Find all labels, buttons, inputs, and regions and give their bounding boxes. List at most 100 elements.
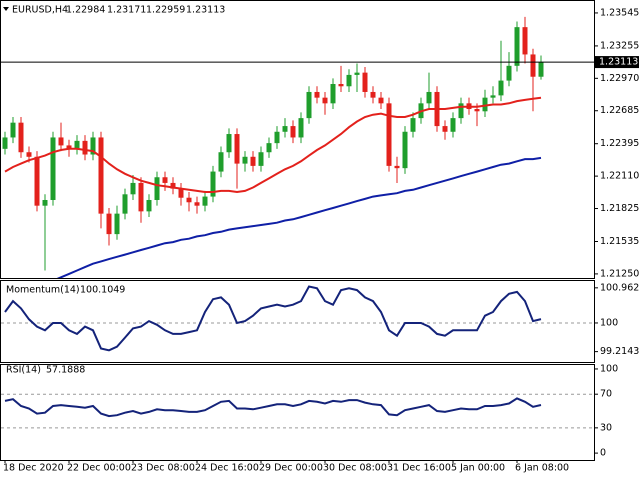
- candle-body: [458, 103, 464, 119]
- candle-body: [490, 95, 496, 98]
- rsi-panel: [0, 364, 595, 461]
- current-price-label: 1.23113: [599, 57, 638, 68]
- rsi-value: 57.1888: [46, 365, 85, 376]
- candle-body: [58, 137, 64, 146]
- candle-body: [242, 156, 248, 164]
- close-value: 1.23113: [186, 5, 225, 16]
- candle-body: [234, 134, 240, 164]
- y-tick-label: 70: [600, 389, 612, 400]
- candle-body: [146, 199, 152, 212]
- candle-body: [250, 156, 256, 166]
- candle-body: [50, 137, 56, 200]
- candle-body: [298, 118, 304, 138]
- x-tick-label: 24 Dec 16:00: [195, 463, 259, 474]
- candle-body: [538, 62, 544, 77]
- candle-body: [410, 118, 416, 132]
- candle-body: [394, 165, 400, 169]
- y-tick-label: 1.22685: [600, 105, 639, 116]
- candle-body: [2, 137, 8, 149]
- candle-body: [194, 202, 200, 206]
- indicator-line: [4, 397, 542, 418]
- y-tick-label: 1.23255: [600, 40, 639, 51]
- y-tick-label: 0: [600, 448, 606, 459]
- candle-body: [154, 177, 160, 200]
- candle-body: [442, 126, 448, 132]
- x-tick-label: 6 Jan 08:00: [515, 463, 569, 474]
- menu-arrow: [3, 7, 9, 11]
- candle-body: [378, 97, 384, 104]
- x-tick-label: 18 Dec 2020: [3, 463, 64, 474]
- y-tick-label: 30: [600, 422, 612, 433]
- candle-body: [66, 145, 72, 149]
- x-tick-label: 30 Dec 08:00: [323, 463, 387, 474]
- candle-body: [498, 80, 504, 96]
- y-tick-label: 99.2143: [600, 346, 639, 357]
- candle-body: [90, 137, 96, 155]
- candle-body: [42, 199, 48, 206]
- momentum-panel: [0, 280, 595, 363]
- candle-body: [202, 196, 208, 206]
- candle-body: [346, 74, 352, 87]
- y-tick-label: 1.21535: [600, 236, 639, 247]
- candle-body: [106, 213, 112, 235]
- y-tick-label: 1.23545: [600, 7, 639, 18]
- high-value: 1.23171: [107, 5, 146, 16]
- open-value: 1.22984: [66, 5, 105, 16]
- rsi-name: RSI(14): [6, 365, 41, 376]
- candle-body: [10, 122, 16, 138]
- low-value: 1.22959: [146, 5, 185, 16]
- candle-body: [362, 72, 368, 92]
- candle-body: [274, 131, 280, 144]
- candle-body: [450, 118, 456, 132]
- momentum-name: Momentum(14): [6, 285, 80, 296]
- candle-body: [370, 91, 376, 98]
- candle-body: [322, 97, 328, 104]
- symbol: EURUSD,H4: [12, 5, 68, 16]
- candle-body: [74, 140, 80, 149]
- candle-body: [282, 126, 288, 132]
- x-tick-label: 31 Dec 16:00: [387, 463, 451, 474]
- main-panel: [0, 0, 595, 279]
- candle-body: [530, 54, 536, 77]
- candle-body: [506, 65, 512, 81]
- y-tick-label: 1.22395: [600, 138, 639, 149]
- candle-body: [162, 177, 168, 183]
- candle-body: [122, 194, 128, 214]
- y-tick-label: 100: [600, 363, 618, 374]
- candle-body: [218, 152, 224, 172]
- candle-body: [314, 91, 320, 98]
- y-tick-label: 1.21825: [600, 203, 639, 214]
- y-tick-label: 100.9627: [600, 282, 640, 293]
- moving-average-fast: [4, 96, 542, 194]
- candle-body: [210, 171, 216, 197]
- candle-body: [354, 72, 360, 75]
- candle-body: [258, 152, 264, 166]
- candle-body: [386, 103, 392, 166]
- candle-body: [474, 109, 480, 112]
- candle-body: [330, 84, 336, 104]
- candle-body: [26, 152, 32, 157]
- y-tick-label: 1.22110: [600, 171, 639, 182]
- candle-body: [266, 143, 272, 153]
- candle-body: [18, 122, 24, 153]
- candle-body: [170, 182, 176, 189]
- momentum-value: 100.1049: [80, 285, 125, 296]
- x-tick-label: 23 Dec 08:00: [131, 463, 195, 474]
- candle-body: [290, 126, 296, 138]
- x-tick-label: 29 Dec 00:00: [259, 463, 323, 474]
- candle-body: [514, 27, 520, 66]
- candle-body: [82, 140, 88, 155]
- candle-body: [130, 182, 136, 195]
- candle-body: [338, 84, 344, 87]
- candle-body: [178, 188, 184, 198]
- indicator-line: [4, 285, 542, 352]
- candle-body: [402, 131, 408, 169]
- candle-body: [482, 97, 488, 112]
- current-price-box: [595, 56, 639, 69]
- candle-body: [186, 197, 192, 203]
- candle-body: [522, 27, 528, 55]
- candle-body: [306, 91, 312, 119]
- y-tick-label: 1.21250: [600, 268, 639, 279]
- candle-body: [34, 156, 40, 206]
